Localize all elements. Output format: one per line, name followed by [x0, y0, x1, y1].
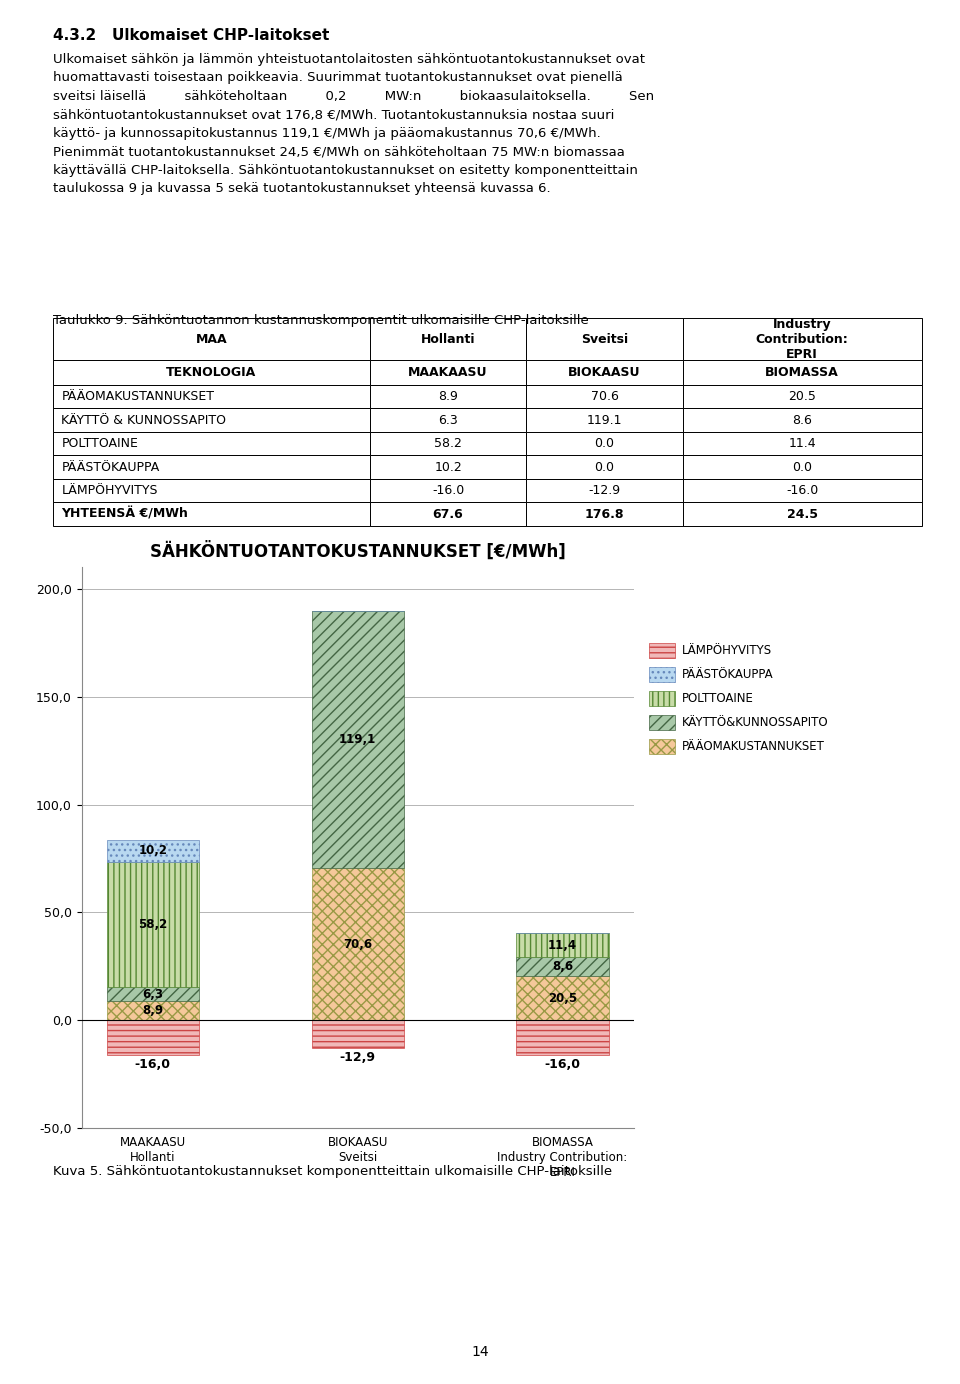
Text: 8.6: 8.6: [792, 414, 812, 426]
Bar: [370, 502, 526, 526]
Bar: [526, 385, 683, 408]
Text: 70.6: 70.6: [590, 390, 618, 403]
Legend: LÄMPÖHYVITYS, PÄÄSTÖKAUPPA, POLTTOAINE, KÄYTTÖ&KUNNOSSAPITO, PÄÄOMAKUSTANNUKSET: LÄMPÖHYVITYS, PÄÄSTÖKAUPPA, POLTTOAINE, …: [649, 642, 828, 754]
Bar: [370, 385, 526, 408]
Bar: [683, 502, 922, 526]
Text: POLTTOAINE: POLTTOAINE: [61, 437, 138, 450]
Bar: [311, 1020, 404, 1048]
Text: Industry
Contribution:
EPRI: Industry Contribution: EPRI: [756, 317, 849, 361]
Bar: [53, 385, 370, 408]
Bar: [53, 360, 370, 385]
Bar: [526, 502, 683, 526]
Bar: [370, 318, 526, 360]
Bar: [516, 976, 609, 1020]
Bar: [53, 455, 370, 479]
Text: 20,5: 20,5: [548, 991, 577, 1005]
Bar: [683, 360, 922, 385]
Text: 0.0: 0.0: [594, 461, 614, 473]
Text: KÄYTTÖ & KUNNOSSAPITO: KÄYTTÖ & KUNNOSSAPITO: [61, 414, 227, 426]
Bar: [311, 868, 404, 1020]
Text: Ulkomaiset sähkön ja lämmön yhteistuotantolaitosten sähköntuotantokustannukset o: Ulkomaiset sähkön ja lämmön yhteistuotan…: [53, 53, 654, 195]
Text: 8,6: 8,6: [552, 960, 573, 973]
Bar: [683, 385, 922, 408]
Text: TEKNOLOGIA: TEKNOLOGIA: [166, 365, 256, 379]
Text: 119.1: 119.1: [587, 414, 622, 426]
Bar: [526, 408, 683, 432]
Text: 58.2: 58.2: [434, 437, 462, 450]
Text: 6.3: 6.3: [438, 414, 458, 426]
Text: Kuva 5. Sähköntuotantokustannukset komponentteittain ulkomaisille CHP-laitoksill: Kuva 5. Sähköntuotantokustannukset kompo…: [53, 1165, 612, 1178]
Text: -16,0: -16,0: [544, 1057, 581, 1071]
Text: 4.3.2   Ulkomaiset CHP-laitokset: 4.3.2 Ulkomaiset CHP-laitokset: [53, 28, 329, 43]
Bar: [526, 318, 683, 360]
Bar: [370, 432, 526, 455]
Text: 8,9: 8,9: [142, 1003, 163, 1017]
Bar: [683, 479, 922, 502]
Bar: [107, 987, 199, 1001]
Bar: [370, 455, 526, 479]
Text: -12,9: -12,9: [340, 1052, 375, 1064]
Text: Sveitsi: Sveitsi: [581, 332, 628, 346]
Text: Hollanti: Hollanti: [420, 332, 475, 346]
Bar: [526, 479, 683, 502]
Bar: [516, 933, 609, 958]
Text: -12.9: -12.9: [588, 484, 620, 497]
Bar: [53, 432, 370, 455]
Bar: [53, 408, 370, 432]
Text: LÄMPÖHYVITYS: LÄMPÖHYVITYS: [61, 484, 158, 497]
Text: Taulukko 9. Sähköntuotannon kustannuskomponentit ulkomaisille CHP-laitoksille: Taulukko 9. Sähköntuotannon kustannuskom…: [53, 314, 588, 327]
Text: PÄÄOMAKUSTANNUKSET: PÄÄOMAKUSTANNUKSET: [61, 390, 214, 403]
Text: -16.0: -16.0: [432, 484, 465, 497]
Bar: [107, 1001, 199, 1020]
Text: 0.0: 0.0: [594, 437, 614, 450]
Text: MAAKAASU: MAAKAASU: [408, 365, 488, 379]
Bar: [107, 862, 199, 987]
Text: BIOKAASU: BIOKAASU: [568, 365, 640, 379]
Bar: [526, 432, 683, 455]
Title: SÄHKÖNTUOTANTOKUSTANNUKSET [€/MWh]: SÄHKÖNTUOTANTOKUSTANNUKSET [€/MWh]: [150, 541, 565, 561]
Bar: [683, 455, 922, 479]
Text: 58,2: 58,2: [138, 918, 167, 931]
Text: 176.8: 176.8: [585, 508, 624, 520]
Text: 70,6: 70,6: [343, 937, 372, 951]
Text: 11.4: 11.4: [788, 437, 816, 450]
Bar: [516, 958, 609, 976]
Text: 11,4: 11,4: [548, 938, 577, 952]
Bar: [370, 408, 526, 432]
Bar: [683, 432, 922, 455]
Text: 24.5: 24.5: [786, 508, 818, 520]
Text: PÄÄSTÖKAUPPA: PÄÄSTÖKAUPPA: [61, 461, 159, 473]
Text: 6,3: 6,3: [142, 988, 163, 1001]
Text: 10.2: 10.2: [434, 461, 462, 473]
Bar: [516, 1020, 609, 1055]
Text: BIOMASSA: BIOMASSA: [765, 365, 839, 379]
Text: -16.0: -16.0: [786, 484, 818, 497]
Bar: [53, 502, 370, 526]
Text: -16,0: -16,0: [134, 1057, 171, 1071]
Bar: [683, 318, 922, 360]
Text: 8.9: 8.9: [438, 390, 458, 403]
Bar: [53, 479, 370, 502]
Bar: [683, 408, 922, 432]
Text: 0.0: 0.0: [792, 461, 812, 473]
Text: YHTEENSÄ €/MWh: YHTEENSÄ €/MWh: [61, 508, 188, 520]
Bar: [526, 360, 683, 385]
Bar: [53, 318, 370, 360]
Text: MAA: MAA: [196, 332, 228, 346]
Bar: [107, 1020, 199, 1055]
Text: 10,2: 10,2: [138, 844, 167, 858]
Bar: [107, 840, 199, 862]
Text: 67.6: 67.6: [433, 508, 464, 520]
Bar: [526, 455, 683, 479]
Bar: [311, 612, 404, 868]
Text: 20.5: 20.5: [788, 390, 816, 403]
Text: 119,1: 119,1: [339, 734, 376, 746]
Bar: [370, 360, 526, 385]
Bar: [370, 479, 526, 502]
Text: 14: 14: [471, 1345, 489, 1359]
